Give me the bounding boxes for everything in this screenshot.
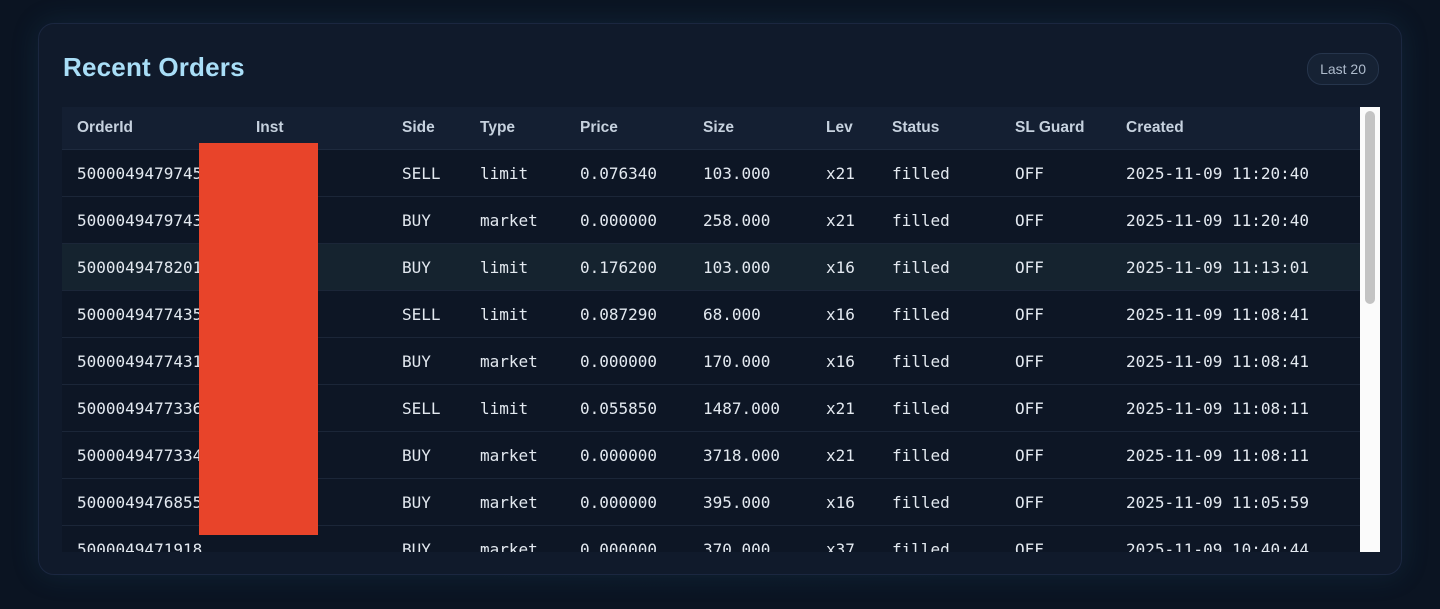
cell-lev: x16 — [811, 243, 877, 291]
cell-status: filled — [877, 337, 1000, 385]
cell-size: 395.000 — [688, 478, 811, 526]
cell-sl-guard: OFF — [1000, 431, 1111, 479]
cell-type: limit — [465, 384, 565, 432]
cell-type: market — [465, 337, 565, 385]
cell-status: filled — [877, 384, 1000, 432]
cell-price: 0.076340 — [565, 149, 688, 197]
cell-lev: x21 — [811, 149, 877, 197]
column-header-side: Side — [387, 107, 465, 150]
cell-size: 103.000 — [688, 243, 811, 291]
cell-side: SELL — [387, 384, 465, 432]
cell-side: SELL — [387, 290, 465, 338]
cell-type: market — [465, 196, 565, 244]
cell-type: limit — [465, 290, 565, 338]
cell-price: 0.000000 — [565, 337, 688, 385]
vertical-scrollbar[interactable] — [1360, 107, 1380, 552]
column-header-status: Status — [877, 107, 1000, 150]
cell-size: 1487.000 — [688, 384, 811, 432]
cell-status: filled — [877, 525, 1000, 552]
cell-sl-guard: OFF — [1000, 384, 1111, 432]
cell-sl-guard: OFF — [1000, 525, 1111, 552]
cell-sl-guard: OFF — [1000, 196, 1111, 244]
cell-created: 2025-11-09 10:40:44 — [1111, 525, 1360, 552]
cell-type: limit — [465, 149, 565, 197]
cell-lev: x37 — [811, 525, 877, 552]
cell-created: 2025-11-09 11:08:11 — [1111, 384, 1360, 432]
scrollbar-thumb[interactable] — [1365, 111, 1375, 304]
cell-created: 2025-11-09 11:08:41 — [1111, 337, 1360, 385]
cell-size: 3718.000 — [688, 431, 811, 479]
column-header-sl-guard: SL Guard — [1000, 107, 1111, 150]
table-row[interactable]: 5000049479745 SELL limit 0.076340 103.000 x21… — [62, 149, 1360, 197]
last-20-badge: Last 20 — [1307, 53, 1379, 85]
cell-created: 2025-11-09 11:05:59 — [1111, 478, 1360, 526]
cell-status: filled — [877, 290, 1000, 338]
cell-size: 68.000 — [688, 290, 811, 338]
cell-side: BUY — [387, 525, 465, 552]
cell-price: 0.087290 — [565, 290, 688, 338]
cell-sl-guard: OFF — [1000, 290, 1111, 338]
cell-price: 0.000000 — [565, 525, 688, 552]
cell-type: market — [465, 478, 565, 526]
cell-size: 258.000 — [688, 196, 811, 244]
cell-status: filled — [877, 478, 1000, 526]
column-header-type: Type — [465, 107, 565, 150]
redaction-block — [199, 143, 318, 535]
cell-sl-guard: OFF — [1000, 243, 1111, 291]
cell-price: 0.176200 — [565, 243, 688, 291]
cell-created: 2025-11-09 11:08:41 — [1111, 290, 1360, 338]
column-header-size: Size — [688, 107, 811, 150]
table-row[interactable]: 5000049477431 BUY market 0.000000 170.000 x16… — [62, 337, 1360, 385]
cell-type: market — [465, 525, 565, 552]
cell-lev: x16 — [811, 337, 877, 385]
cell-size: 170.000 — [688, 337, 811, 385]
cell-lev: x16 — [811, 478, 877, 526]
cell-status: filled — [877, 243, 1000, 291]
cell-side: BUY — [387, 478, 465, 526]
column-header-lev: Lev — [811, 107, 877, 150]
cell-status: filled — [877, 149, 1000, 197]
panel-title: Recent Orders — [63, 52, 245, 82]
cell-type: market — [465, 431, 565, 479]
cell-created: 2025-11-09 11:20:40 — [1111, 149, 1360, 197]
cell-type: limit — [465, 243, 565, 291]
cell-created: 2025-11-09 11:08:11 — [1111, 431, 1360, 479]
cell-side: BUY — [387, 243, 465, 291]
cell-price: 0.000000 — [565, 196, 688, 244]
cell-created: 2025-11-09 11:13:01 — [1111, 243, 1360, 291]
cell-lev: x21 — [811, 431, 877, 479]
cell-price: 0.000000 — [565, 478, 688, 526]
cell-sl-guard: OFF — [1000, 149, 1111, 197]
column-header-orderid: OrderId — [62, 107, 241, 150]
cell-sl-guard: OFF — [1000, 337, 1111, 385]
cell-created: 2025-11-09 11:20:40 — [1111, 196, 1360, 244]
cell-side: BUY — [387, 196, 465, 244]
cell-side: BUY — [387, 337, 465, 385]
cell-side: BUY — [387, 431, 465, 479]
cell-size: 370.000 — [688, 525, 811, 552]
cell-lev: x21 — [811, 384, 877, 432]
cell-price: 0.055850 — [565, 384, 688, 432]
cell-price: 0.000000 — [565, 431, 688, 479]
cell-lev: x21 — [811, 196, 877, 244]
header-row: OrderId Inst Side Type Price Size Lev Status SL … — [62, 107, 1360, 150]
column-header-price: Price — [565, 107, 688, 150]
cell-lev: x16 — [811, 290, 877, 338]
table-header: OrderId Inst Side Type Price Size Lev Status SL … — [62, 107, 1360, 150]
cell-size: 103.000 — [688, 149, 811, 197]
column-header-created: Created — [1111, 107, 1360, 150]
cell-status: filled — [877, 431, 1000, 479]
cell-sl-guard: OFF — [1000, 478, 1111, 526]
cell-side: SELL — [387, 149, 465, 197]
cell-status: filled — [877, 196, 1000, 244]
table-row[interactable]: 5000049479743 BUY market 0.000000 258.000 x21… — [62, 196, 1360, 244]
